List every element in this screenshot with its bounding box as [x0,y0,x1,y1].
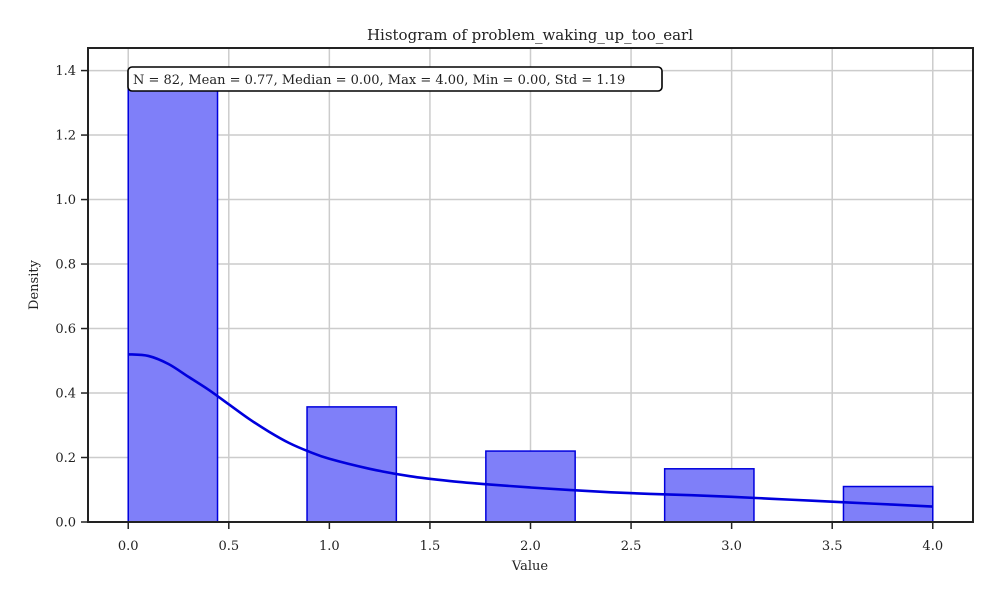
x-tick-label-8: 4.0 [922,539,943,554]
y-tick-label-2: 0.4 [55,387,76,402]
x-tick-label-0: 0.0 [118,539,139,554]
x-tick-label-2: 1.0 [319,539,340,554]
stats-annotation: N = 82, Mean = 0.77, Median = 0.00, Max … [127,66,663,92]
x-tick-label-7: 3.5 [822,539,843,554]
axis-ticks: 0.0 0.5 1.0 1.5 2.0 2.5 3.0 3.5 4.0 0.0 0.2 0.4 0.6 0… [55,64,943,554]
x-tick-label-5: 2.5 [621,539,642,554]
x-tick-label-1: 0.5 [218,539,239,554]
stats-annotation-box [127,66,663,92]
y-tick-label-0: 0.0 [55,516,76,531]
y-tick-label-1: 0.2 [55,451,76,466]
x-tick-label-4: 2.0 [520,539,541,554]
kde-curve-layer [128,353,933,508]
y-tick-label-6: 1.2 [55,129,76,144]
x-tick-label-3: 1.5 [420,539,441,554]
y-tick-label-4: 0.8 [55,258,76,273]
y-tick-label-5: 1.0 [55,193,76,208]
x-tick-label-6: 3.0 [721,539,742,554]
y-tick-label-3: 0.6 [55,322,76,337]
stats-annotation-text: N = 82, Mean = 0.77, Median = 0.00, Max … [133,73,625,88]
chart-title: Histogram of problem_waking_up_too_earl [367,26,693,44]
kde-curve [128,353,933,508]
y-tick-label-7: 1.4 [55,64,76,79]
histogram-bar-0 [127,80,219,523]
y-axis-label: Density [27,259,42,310]
x-axis-label: Value [511,559,548,574]
